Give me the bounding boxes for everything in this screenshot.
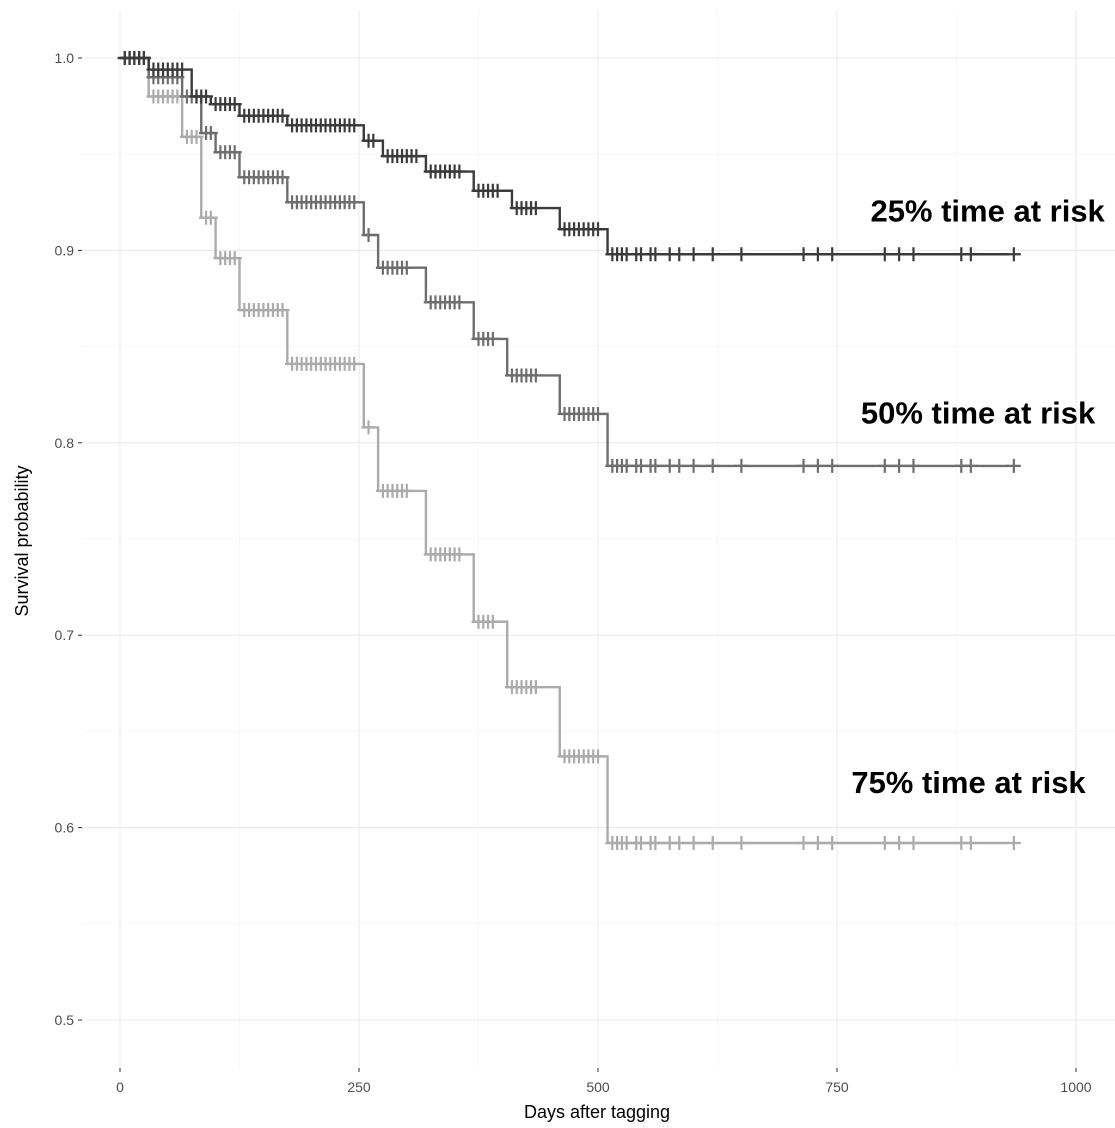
censor-mark	[963, 835, 978, 850]
series-group	[117, 51, 1021, 850]
censor-mark	[452, 547, 467, 562]
censor-mark	[528, 201, 543, 216]
censor-mark	[227, 97, 242, 112]
grid-lines	[82, 10, 1115, 1068]
censor-mark	[275, 108, 290, 123]
censor-mark	[734, 835, 749, 850]
censor-mark	[1006, 247, 1021, 262]
y-tick-label: 0.9	[55, 242, 75, 258]
censor-mark	[705, 247, 720, 262]
censor-mark	[1006, 458, 1021, 473]
y-axis-ticks: 0.5 0.6 0.7 0.8 0.9 1.0	[55, 50, 82, 1028]
censor-mark	[528, 680, 543, 695]
censor-mark	[686, 835, 701, 850]
censor-mark	[686, 247, 701, 262]
censor-mark	[399, 260, 414, 275]
censor-mark	[906, 835, 921, 850]
censor-mark	[648, 458, 663, 473]
censor-mark	[275, 170, 290, 185]
censor-mark	[199, 89, 214, 104]
censor-mark	[366, 133, 381, 148]
censor-mark	[877, 247, 892, 262]
censor-mark	[734, 458, 749, 473]
censor-mark	[810, 835, 825, 850]
censor-mark	[175, 62, 190, 77]
censor-mark	[796, 458, 811, 473]
censor-mark	[672, 247, 687, 262]
censor-mark	[136, 51, 151, 65]
censor-mark	[275, 303, 290, 318]
censor-mark	[591, 406, 605, 421]
censor-mark	[347, 195, 362, 210]
y-tick-label: 0.8	[55, 435, 75, 451]
y-tick-label: 1.0	[55, 50, 75, 66]
censor-mark	[825, 247, 840, 262]
censor-mark	[892, 247, 907, 262]
censor-mark	[648, 835, 663, 850]
censor-mark	[963, 247, 978, 262]
censor-mark	[705, 835, 720, 850]
y-axis-title: Survival probability	[12, 465, 32, 616]
censor-mark	[796, 835, 811, 850]
y-tick-label: 0.6	[55, 820, 75, 836]
censor-mark	[672, 458, 687, 473]
x-axis-title: Days after tagging	[524, 1102, 670, 1122]
curve-annotation: 25% time at risk	[870, 194, 1105, 229]
censor-mark	[877, 835, 892, 850]
censor-mark	[203, 210, 218, 225]
y-tick-label: 0.5	[55, 1012, 75, 1028]
censor-mark	[906, 458, 921, 473]
censor-mark	[189, 129, 204, 144]
censor-mark	[892, 835, 907, 850]
censor-mark	[347, 356, 362, 371]
censor-mark	[892, 458, 907, 473]
censor-mark	[705, 458, 720, 473]
censor-mark	[227, 145, 242, 160]
censor-mark	[399, 483, 414, 498]
censor-mark	[877, 458, 892, 473]
x-axis-ticks: 0 250 500 750 1000	[116, 1068, 1092, 1095]
x-tick-label: 500	[586, 1079, 610, 1095]
censor-mark	[906, 247, 921, 262]
curve-annotations: 25% time at risk 50% time at risk 75% time…	[851, 194, 1105, 800]
censor-mark	[825, 458, 840, 473]
censor-mark	[485, 614, 500, 629]
censor-mark	[347, 118, 362, 133]
censor-mark	[485, 331, 500, 346]
x-tick-label: 250	[347, 1079, 371, 1095]
censor-mark	[409, 149, 424, 164]
censor-mark	[734, 247, 749, 262]
censor-mark	[825, 835, 840, 850]
censor-mark	[528, 368, 543, 383]
y-tick-label: 0.7	[55, 627, 75, 643]
censor-mark	[1006, 835, 1021, 850]
censor-mark	[452, 295, 467, 310]
censor-mark	[648, 247, 663, 262]
censor-mark	[490, 183, 505, 198]
curve-annotation: 75% time at risk	[851, 765, 1086, 800]
censor-mark	[452, 164, 467, 179]
censor-mark	[963, 458, 978, 473]
censor-mark	[361, 420, 376, 435]
censor-mark	[361, 228, 376, 243]
censor-mark	[810, 247, 825, 262]
censor-mark	[796, 247, 811, 262]
x-tick-label: 1000	[1060, 1079, 1091, 1095]
censor-mark	[686, 458, 701, 473]
survival-curves	[117, 51, 1021, 850]
censor-mark	[672, 835, 687, 850]
curve-annotation: 50% time at risk	[861, 396, 1096, 431]
censor-mark	[591, 222, 605, 237]
censor-mark	[203, 126, 218, 141]
censor-mark	[227, 251, 242, 266]
x-tick-label: 750	[825, 1079, 849, 1095]
censor-mark	[591, 749, 605, 764]
series-group	[117, 51, 1021, 262]
x-tick-label: 0	[116, 1079, 124, 1095]
censor-mark	[810, 458, 825, 473]
